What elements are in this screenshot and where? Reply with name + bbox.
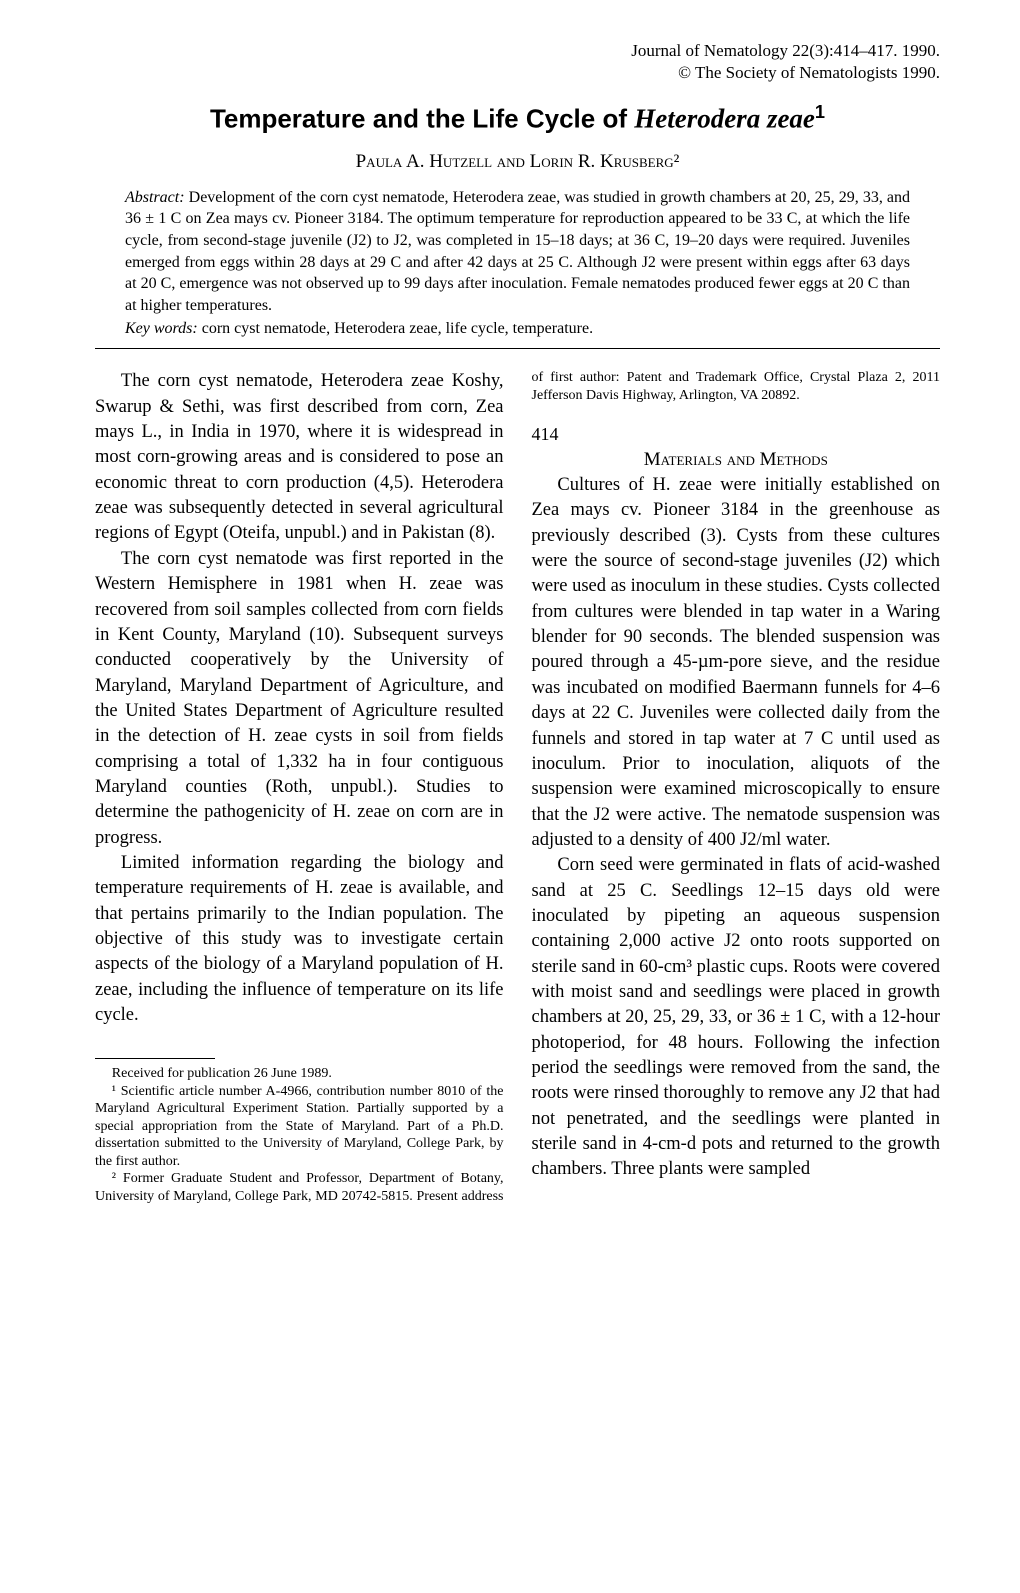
paragraph-5: Corn seed were germinated in flats of ac…	[532, 853, 941, 1182]
section-heading-materials: Materials and Methods	[532, 447, 941, 473]
paragraph-1: The corn cyst nematode, Heterodera zeae …	[95, 369, 504, 546]
paragraph-4: Cultures of H. zeae were initially estab…	[532, 473, 941, 853]
title-species: Heterodera zeae	[634, 104, 815, 134]
abstract: Abstract: Development of the corn cyst n…	[125, 187, 910, 317]
copyright-line: © The Society of Nematologists 1990.	[678, 63, 940, 82]
title-prefix: Temperature and the Life Cycle of	[210, 104, 634, 134]
footnote-received: Received for publication 26 June 1989.	[95, 1065, 504, 1083]
footnote-rule	[95, 1058, 215, 1059]
body-columns: The corn cyst nematode, Heterodera zeae …	[95, 369, 940, 1205]
keywords: Key words: corn cyst nematode, Heteroder…	[125, 320, 910, 338]
journal-header: Journal of Nematology 22(3):414–417. 199…	[95, 40, 940, 84]
keywords-label: Key words:	[125, 320, 202, 337]
authors: Paula A. Hutzell and Lorin R. Krusberg²	[95, 151, 940, 173]
title-superscript: 1	[815, 102, 825, 122]
journal-line: Journal of Nematology 22(3):414–417. 199…	[631, 41, 940, 60]
divider-rule	[95, 348, 940, 349]
article-title: Temperature and the Life Cycle of Hetero…	[95, 102, 940, 135]
abstract-text: Development of the corn cyst nematode, H…	[125, 189, 910, 314]
page-number: 414	[532, 422, 941, 447]
abstract-label: Abstract:	[125, 189, 189, 206]
paragraph-3: Limited information regarding the biolog…	[95, 851, 504, 1028]
paragraph-2: The corn cyst nematode was first reporte…	[95, 547, 504, 851]
keywords-text: corn cyst nematode, Heterodera zeae, lif…	[202, 320, 593, 337]
footnote-1: ¹ Scientific article number A-4966, cont…	[95, 1083, 504, 1171]
page: Journal of Nematology 22(3):414–417. 199…	[0, 0, 1020, 1593]
